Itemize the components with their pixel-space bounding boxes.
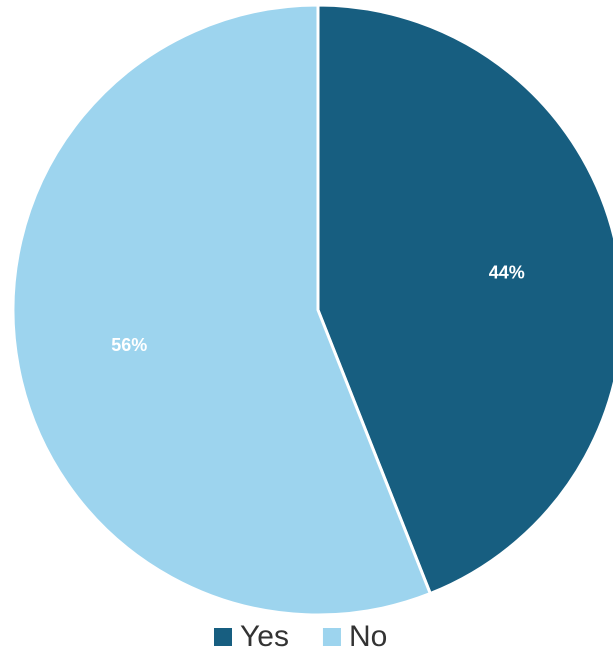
pie-slice <box>316 3 613 596</box>
legend-swatch <box>322 628 341 646</box>
legend-label: Yes <box>240 620 289 653</box>
value-label: 56% <box>111 335 147 355</box>
legend-label: No <box>349 620 387 653</box>
pie-slice <box>11 3 433 617</box>
legend-swatch <box>214 628 232 646</box>
value-label: 44% <box>489 263 525 283</box>
